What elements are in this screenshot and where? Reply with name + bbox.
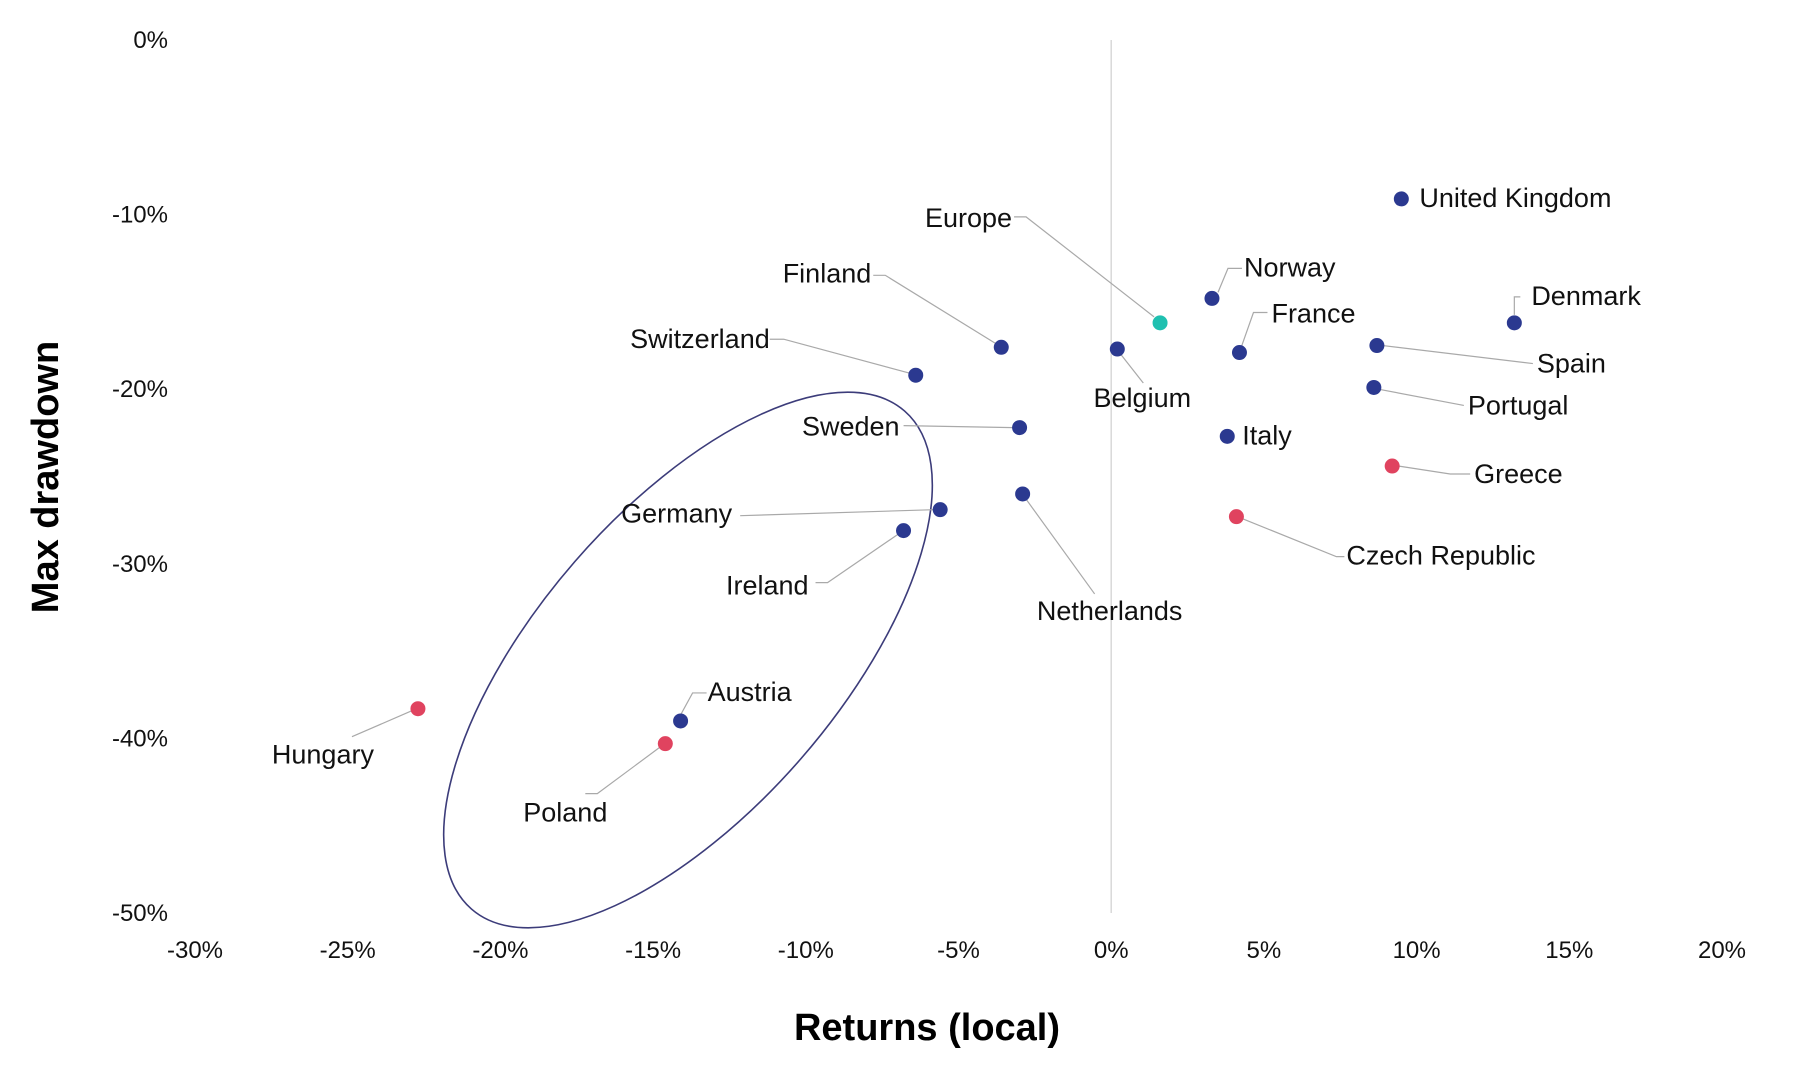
point-switzerland bbox=[908, 367, 924, 383]
y-tick-label: -30% bbox=[112, 551, 168, 578]
point-label-finland: Finland bbox=[783, 258, 872, 288]
leader-line-germany bbox=[740, 509, 935, 517]
point-ireland bbox=[896, 523, 912, 539]
point-label-switzerland: Switzerland bbox=[630, 324, 770, 354]
x-tick-label: -25% bbox=[320, 937, 376, 964]
x-tick-label: -30% bbox=[167, 937, 223, 964]
x-tick-label: 5% bbox=[1247, 937, 1282, 964]
point-label-spain: Spain bbox=[1537, 349, 1606, 379]
point-france bbox=[1231, 345, 1247, 361]
point-label-ireland: Ireland bbox=[726, 571, 809, 601]
point-netherlands bbox=[1015, 486, 1031, 502]
point-label-hungary: Hungary bbox=[272, 740, 375, 770]
point-label-denmark: Denmark bbox=[1531, 281, 1641, 311]
x-tick-label: 10% bbox=[1393, 937, 1441, 964]
leader-line-austria bbox=[680, 692, 707, 716]
leader-line-norway bbox=[1217, 267, 1242, 293]
point-norway bbox=[1204, 290, 1220, 306]
leader-line-sweden bbox=[903, 425, 1014, 429]
point-label-italy: Italy bbox=[1242, 420, 1292, 450]
point-europe bbox=[1152, 315, 1168, 331]
point-germany bbox=[932, 502, 948, 518]
point-label-belgium: Belgium bbox=[1094, 383, 1192, 413]
point-hungary bbox=[410, 701, 426, 717]
x-tick-label: 15% bbox=[1545, 937, 1593, 964]
x-tick-label: -20% bbox=[472, 937, 528, 964]
point-finland bbox=[993, 339, 1009, 355]
point-italy bbox=[1219, 428, 1235, 444]
point-portugal bbox=[1366, 379, 1382, 395]
point-label-norway: Norway bbox=[1244, 252, 1336, 282]
x-tick-label: 0% bbox=[1094, 937, 1129, 964]
leader-line-ireland bbox=[815, 534, 898, 584]
point-label-sweden: Sweden bbox=[802, 412, 900, 442]
point-united-kingdom bbox=[1393, 191, 1409, 207]
point-austria bbox=[673, 713, 689, 729]
x-axis-title: Returns (local) bbox=[794, 1007, 1060, 1049]
point-denmark bbox=[1506, 315, 1522, 331]
leader-line-czech-republic bbox=[1242, 518, 1345, 558]
leader-line-hungary bbox=[351, 710, 413, 738]
x-tick-label: 20% bbox=[1698, 937, 1746, 964]
x-tick-label: -15% bbox=[625, 937, 681, 964]
leader-line-france bbox=[1240, 311, 1268, 347]
point-label-czech-republic: Czech Republic bbox=[1346, 541, 1535, 571]
point-label-europe: Europe bbox=[925, 203, 1012, 233]
point-sweden bbox=[1012, 420, 1028, 436]
point-label-poland: Poland bbox=[523, 798, 607, 828]
leader-line-switzerland bbox=[769, 338, 910, 374]
point-label-netherlands: Netherlands bbox=[1037, 596, 1183, 626]
leader-line-spain bbox=[1382, 344, 1533, 365]
point-label-greece: Greece bbox=[1474, 459, 1563, 489]
point-label-united-kingdom: United Kingdom bbox=[1419, 183, 1611, 213]
point-label-germany: Germany bbox=[621, 499, 733, 529]
point-spain bbox=[1369, 338, 1385, 354]
point-belgium bbox=[1109, 341, 1125, 357]
leader-line-netherlands bbox=[1026, 499, 1096, 595]
y-tick-label: 0% bbox=[133, 27, 168, 54]
x-tick-label: -10% bbox=[778, 937, 834, 964]
point-greece bbox=[1384, 458, 1400, 474]
cluster-ellipse bbox=[442, 391, 934, 929]
point-label-france: France bbox=[1271, 299, 1355, 329]
y-axis-title: Max drawdown bbox=[25, 341, 67, 613]
y-tick-label: -10% bbox=[112, 202, 168, 229]
y-tick-label: -50% bbox=[112, 900, 168, 927]
leader-line-portugal bbox=[1379, 388, 1464, 407]
y-tick-label: -40% bbox=[112, 725, 168, 752]
leader-line-europe bbox=[1014, 216, 1155, 318]
point-poland bbox=[657, 736, 673, 752]
leader-line-finland bbox=[873, 274, 996, 344]
point-label-portugal: Portugal bbox=[1468, 390, 1569, 420]
leader-line-denmark bbox=[1513, 296, 1521, 315]
point-label-austria: Austria bbox=[708, 677, 793, 707]
y-tick-label: -20% bbox=[112, 376, 168, 403]
leader-line-poland bbox=[585, 747, 660, 795]
point-czech-republic bbox=[1228, 509, 1244, 525]
leader-line-greece bbox=[1398, 465, 1471, 475]
x-tick-label: -5% bbox=[937, 937, 980, 964]
leader-line-belgium bbox=[1120, 354, 1144, 384]
